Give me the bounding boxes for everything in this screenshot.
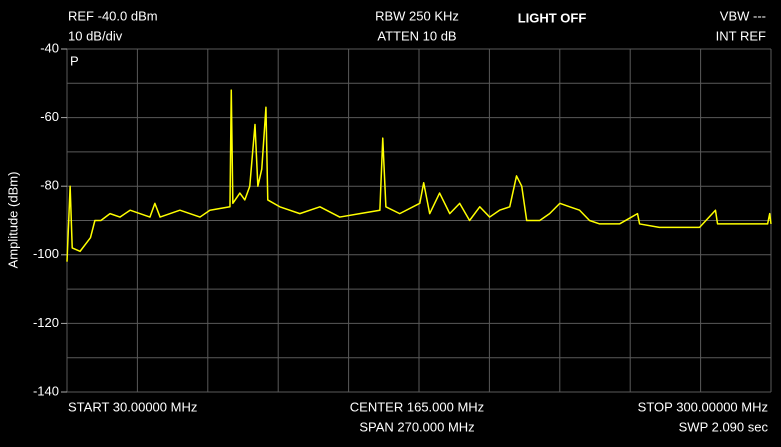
span: SPAN 270.000 MHz	[359, 419, 474, 434]
y-tick-label: -140	[33, 383, 59, 398]
detector: P	[70, 53, 79, 68]
stop-freq: STOP 300.00000 MHz	[638, 399, 768, 414]
sweep-time: SWP 2.090 sec	[679, 419, 769, 434]
trace	[66, 89, 772, 262]
y-tick-label: -40	[40, 40, 59, 55]
ref-level: REF -40.0 dBm	[68, 8, 158, 23]
y-tick-label: -80	[40, 178, 59, 193]
light-status: LIGHT OFF	[518, 10, 587, 25]
y-tick-label: -120	[33, 315, 59, 330]
y-axis-label: Amplitude (dBm)	[5, 172, 20, 269]
atten: ATTEN 10 dB	[377, 28, 456, 43]
vbw: VBW ---	[720, 8, 766, 23]
y-tick-label: -100	[33, 246, 59, 261]
rbw: RBW 250 KHz	[375, 8, 459, 23]
start-freq: START 30.00000 MHz	[68, 399, 197, 414]
y-tick-label: -60	[40, 109, 59, 124]
ref-source: INT REF	[716, 28, 766, 43]
scale: 10 dB/div	[68, 28, 123, 43]
center-freq: CENTER 165.000 MHz	[350, 399, 484, 414]
